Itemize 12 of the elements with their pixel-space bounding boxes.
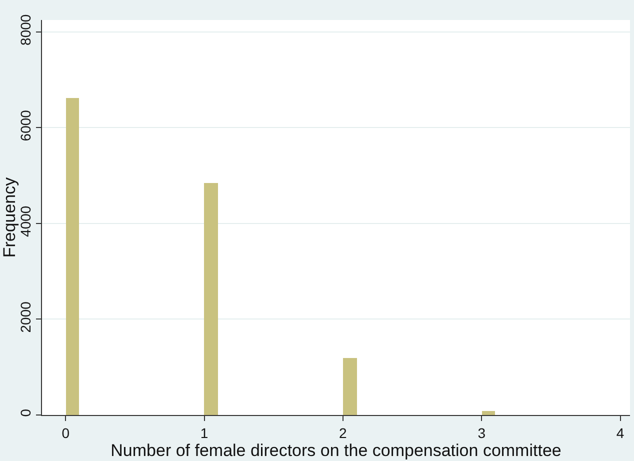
y-tick-label: 0 (17, 408, 34, 417)
y-tick-label: 2000 (17, 301, 34, 333)
y-tick-label: 4000 (17, 206, 34, 237)
x-tick-label: 2 (339, 424, 348, 441)
x-tick-label: 0 (62, 424, 70, 441)
y-tick-label: 6000 (17, 110, 34, 142)
y-axis-title: Frequency (0, 176, 19, 258)
y-tick-label: 8000 (17, 14, 34, 46)
x-axis-title: Number of female directors on the compensation committee (110, 440, 562, 460)
x-tick-label: 4 (616, 424, 624, 441)
x-tick-label: 3 (478, 424, 486, 441)
x-tick-label: 1 (200, 424, 208, 441)
